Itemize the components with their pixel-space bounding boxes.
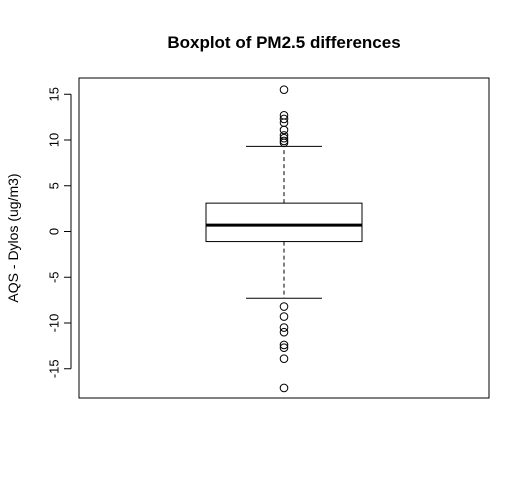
y-tick-label: 0 xyxy=(46,228,61,235)
outlier-point xyxy=(279,138,289,148)
outlier-point xyxy=(279,302,289,311)
outlier-point xyxy=(279,85,289,94)
y-tick-label: -15 xyxy=(46,359,61,378)
y-tick-label: -10 xyxy=(46,314,61,333)
outlier-point xyxy=(279,312,289,321)
outlier-point xyxy=(279,125,289,135)
outlier-point xyxy=(279,133,289,143)
outlier-point xyxy=(279,323,289,332)
y-axis-label: AQS - Dylos (ug/m3) xyxy=(5,173,21,302)
y-axis: -15 -10 -5 0 5 10 15 xyxy=(46,87,72,378)
outliers xyxy=(279,85,289,393)
outlier-point xyxy=(279,340,289,350)
chart-title: Boxplot of PM2.5 differences xyxy=(167,33,400,52)
outlier-point xyxy=(279,343,289,353)
iqr-box xyxy=(205,202,363,243)
outlier-point xyxy=(279,114,289,124)
outlier-point xyxy=(279,327,289,337)
outlier-point xyxy=(279,383,289,393)
y-tick-label: 5 xyxy=(46,182,61,189)
outlier-point xyxy=(279,354,289,363)
y-tick-label: -5 xyxy=(46,271,61,283)
y-tick-label: 10 xyxy=(46,133,61,147)
box xyxy=(205,145,363,299)
plot-frame xyxy=(78,77,490,399)
y-tick-label: 15 xyxy=(46,87,61,101)
